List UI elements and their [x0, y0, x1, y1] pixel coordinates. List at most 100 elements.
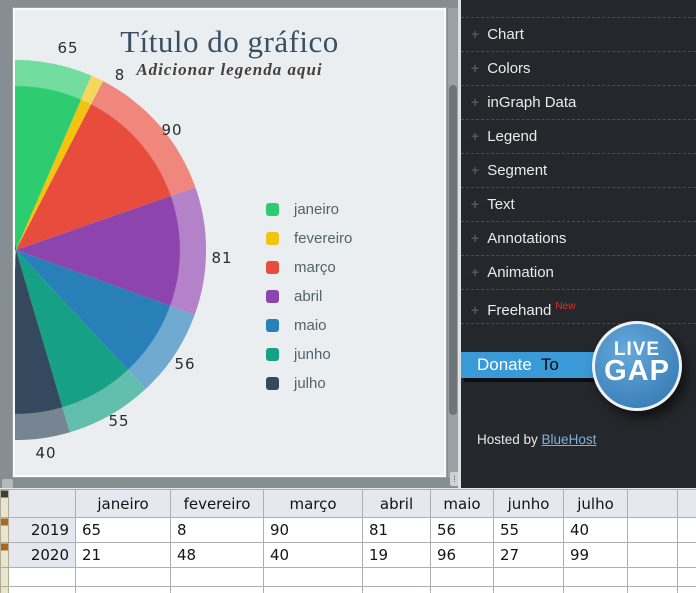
data-cell[interactable]: 27: [493, 542, 564, 568]
legend-label: abril: [294, 288, 323, 305]
column-header-janeiro[interactable]: janeiro: [75, 489, 171, 518]
data-cell[interactable]: [430, 586, 494, 593]
legend-swatch: [266, 319, 279, 332]
data-cell[interactable]: [362, 586, 431, 593]
plus-icon: +: [471, 196, 480, 212]
data-cell[interactable]: [563, 586, 628, 593]
data-cell[interactable]: [627, 517, 678, 543]
data-cell[interactable]: 21: [75, 542, 171, 568]
data-cell[interactable]: [493, 586, 564, 593]
row-header-2019[interactable]: 2019: [8, 517, 76, 543]
row-gutter-corner: [0, 489, 9, 518]
sidebar-item-label: Chart: [487, 26, 524, 43]
data-cell[interactable]: 99: [563, 542, 628, 568]
sidebar-item-annotations[interactable]: + Annotations: [461, 222, 696, 256]
legend-swatch: [266, 203, 279, 216]
row-gutter: [0, 542, 9, 568]
sidebar-item-label: Animation: [487, 264, 554, 281]
row-gutter: [0, 517, 9, 543]
column-header-maio[interactable]: maio: [430, 489, 494, 518]
data-cell[interactable]: 55: [493, 517, 564, 543]
data-cell[interactable]: [493, 567, 564, 587]
data-cell[interactable]: [627, 567, 678, 587]
column-header-julho[interactable]: julho: [563, 489, 628, 518]
legend-label: março: [294, 259, 336, 276]
sidebar-item-legend[interactable]: + Legend: [461, 120, 696, 154]
row-header-2020[interactable]: 2020: [8, 542, 76, 568]
data-cell[interactable]: 8: [170, 517, 264, 543]
resize-handle-icon[interactable]: ⁞: [450, 472, 459, 486]
data-cell[interactable]: 56: [430, 517, 494, 543]
data-cell[interactable]: [677, 586, 696, 593]
legend-item-maio: maio: [266, 311, 352, 340]
data-cell[interactable]: 40: [563, 517, 628, 543]
plus-icon: +: [471, 264, 480, 280]
sidebar-item-ingraph-data[interactable]: + inGraph Data: [461, 86, 696, 120]
sidebar-item-text[interactable]: + Text: [461, 188, 696, 222]
sidebar-item-freehand[interactable]: + Freehand New: [461, 290, 696, 324]
donate-to-label: To: [540, 355, 559, 374]
column-header-abril[interactable]: abril: [362, 489, 431, 518]
data-cell[interactable]: [170, 586, 264, 593]
legend-swatch: [266, 290, 279, 303]
data-cell[interactable]: [627, 542, 678, 568]
sidebar-item-label: Legend: [487, 128, 538, 145]
table-row-2020: 2020 21 48 40 19 96 27 99: [0, 542, 696, 568]
data-cell[interactable]: [75, 586, 171, 593]
data-cell[interactable]: 40: [263, 542, 363, 568]
slice-value-label: 55: [108, 412, 130, 430]
data-cell[interactable]: [263, 567, 363, 587]
logo-text-gap: GAP: [604, 355, 670, 387]
data-cell[interactable]: [430, 567, 494, 587]
data-cell[interactable]: [362, 567, 431, 587]
livegap-logo[interactable]: LIVE GAP: [592, 321, 682, 411]
legend-swatch: [266, 348, 279, 361]
data-cell[interactable]: [563, 567, 628, 587]
data-cell[interactable]: 65: [75, 517, 171, 543]
data-cell[interactable]: [677, 542, 696, 568]
scroll-corner-chip: [2, 479, 13, 489]
column-header-empty[interactable]: [677, 489, 696, 518]
sidebar-item-label: Text: [487, 196, 515, 213]
data-spreadsheet: janeiro fevereiro março abril maio junho julho…: [0, 488, 696, 593]
data-cell[interactable]: [170, 567, 264, 587]
corner-cell[interactable]: [8, 489, 76, 518]
column-header-mar-o[interactable]: março: [263, 489, 363, 518]
column-header-junho[interactable]: junho: [493, 489, 564, 518]
column-header-fevereiro[interactable]: fevereiro: [170, 489, 264, 518]
sidebar-item-chart[interactable]: + Chart: [461, 18, 696, 52]
donate-label: Donate: [477, 355, 532, 374]
legend-item-abril: abril: [266, 282, 352, 311]
legend-swatch: [266, 377, 279, 390]
donate-button[interactable]: Donate To: [461, 352, 595, 378]
data-cell[interactable]: 90: [263, 517, 363, 543]
scrollbar-thumb[interactable]: [449, 85, 457, 415]
new-badge: New: [555, 301, 576, 312]
bluehost-link[interactable]: BlueHost: [541, 432, 597, 447]
data-cell[interactable]: 81: [362, 517, 431, 543]
sidebar-item-colors[interactable]: + Colors: [461, 52, 696, 86]
slice-value-label: 81: [211, 249, 233, 267]
plus-icon: +: [471, 128, 480, 144]
legend-item-janeiro: janeiro: [266, 195, 352, 224]
data-cell[interactable]: 96: [430, 542, 494, 568]
sidebar-item-segment[interactable]: + Segment: [461, 154, 696, 188]
data-cell[interactable]: [8, 567, 76, 587]
chart-canvas: 65 8 90 81 56 55 40 Título do gráfico Adiciona…: [13, 8, 446, 477]
column-header-empty[interactable]: [627, 489, 678, 518]
data-cell[interactable]: [627, 586, 678, 593]
data-cell[interactable]: [75, 567, 171, 587]
data-cell[interactable]: 19: [362, 542, 431, 568]
vertical-scrollbar[interactable]: [448, 8, 458, 478]
sidebar-item-animation[interactable]: + Animation: [461, 256, 696, 290]
data-cell[interactable]: [263, 586, 363, 593]
data-cell[interactable]: 48: [170, 542, 264, 568]
legend-swatch: [266, 261, 279, 274]
data-cell[interactable]: [677, 567, 696, 587]
header-row: janeiro fevereiro março abril maio junho julho: [0, 489, 696, 518]
data-cell[interactable]: [8, 586, 76, 593]
pie-chart: [15, 60, 206, 440]
legend-swatch: [266, 232, 279, 245]
sidebar-menu: + Chart + Colors + inGraph Data + Legend + Segmen…: [461, 17, 696, 324]
data-cell[interactable]: [677, 517, 696, 543]
